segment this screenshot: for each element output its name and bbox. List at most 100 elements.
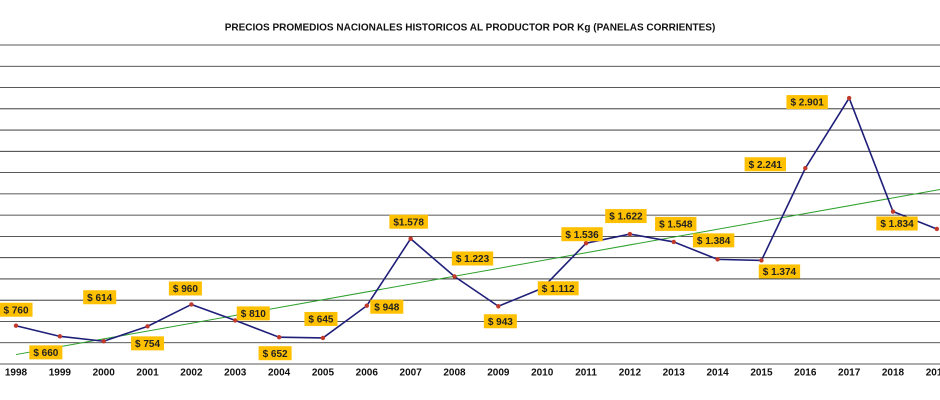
data-label-text: $ 810 [241, 309, 266, 320]
data-label-text: $ 614 [87, 293, 112, 304]
x-tick-label: 2015 [750, 368, 773, 379]
x-tick-label: 2005 [312, 368, 335, 379]
data-point [452, 274, 457, 279]
data-point [496, 304, 501, 309]
data-label-text: $1.578 [393, 217, 424, 228]
data-label-box [131, 336, 165, 351]
x-tick-label: 1998 [5, 368, 28, 379]
data-point [934, 226, 940, 232]
x-tick-label: 2007 [400, 368, 423, 379]
data-label: $ 1.834 [876, 216, 918, 231]
data-label: $ 1.112 [537, 281, 579, 296]
data-label-text: $ 660 [33, 348, 58, 359]
data-label: $ 1.384 [692, 233, 735, 248]
data-point [627, 231, 633, 237]
data-label-text: $ 960 [173, 284, 198, 295]
data-point [759, 258, 764, 263]
data-label: $ 810 [236, 306, 270, 321]
data-label: $ 645 [304, 311, 338, 326]
data-label-text: $ 1.374 [763, 267, 797, 278]
price-line [15, 96, 938, 343]
data-label-box [451, 251, 494, 266]
data-label-box [561, 227, 603, 242]
data-label-box [389, 214, 428, 229]
data-label: $ 1.622 [605, 209, 647, 224]
data-label-text: $ 943 [488, 317, 513, 328]
data-label-box [370, 299, 404, 314]
x-tick-label: 2008 [443, 368, 466, 379]
x-tick-label: 2013 [663, 368, 686, 379]
data-point [320, 335, 326, 341]
data-label-text: $ 652 [263, 349, 288, 360]
data-label: $ 760 [0, 302, 33, 317]
data-label-box [483, 314, 517, 329]
data-label: $ 614 [83, 290, 117, 305]
x-tick-label: 2002 [180, 368, 203, 379]
data-label: $ 948 [370, 299, 404, 314]
data-point [145, 324, 150, 329]
data-point [364, 303, 369, 308]
data-point [189, 302, 194, 307]
x-tick-label: 2004 [268, 368, 291, 379]
data-label-text: $ 1.384 [697, 236, 731, 247]
data-point [890, 209, 896, 214]
x-tick-label: 2019 [926, 368, 940, 379]
data-point [671, 239, 676, 245]
x-tick-label: 2014 [706, 368, 729, 379]
data-label-text: $ 1.548 [659, 220, 693, 231]
data-label-box [83, 290, 117, 305]
data-label-text: $ 760 [3, 305, 28, 316]
data-label: $ 943 [483, 314, 517, 329]
data-label-box [236, 306, 270, 321]
data-label: $ 660 [29, 345, 63, 360]
x-tick-label: 2018 [882, 368, 905, 379]
data-label: $1.578 [389, 214, 428, 229]
data-label-text: $ 1.536 [565, 230, 599, 241]
data-point [408, 236, 413, 241]
data-label: $ 960 [168, 281, 202, 296]
chart-title: PRECIOS PROMEDIOS NACIONALES HISTORICOS … [225, 23, 716, 34]
x-tick-label: 2009 [487, 368, 510, 379]
data-point [101, 339, 106, 344]
data-label-text: $ 2.901 [790, 98, 824, 109]
data-label-box [876, 216, 918, 231]
x-tick-label: 2001 [136, 368, 159, 379]
data-label-box [692, 233, 735, 248]
data-label-text: $ 1.223 [456, 254, 490, 265]
data-label-text: $ 645 [308, 315, 333, 326]
x-tick-label: 2006 [356, 368, 379, 379]
data-point [57, 334, 63, 339]
data-label-text: $ 2.241 [749, 160, 783, 171]
data-label-text: $ 1.112 [542, 284, 575, 295]
data-point [13, 323, 19, 328]
data-label-box [744, 157, 786, 172]
data-label-box [537, 281, 579, 296]
data-label-box [758, 264, 801, 279]
x-tick-label: 2016 [794, 368, 817, 379]
data-point [715, 257, 720, 262]
data-point [583, 241, 589, 246]
data-label: $ 652 [258, 346, 292, 361]
data-label: $ 1.374 [758, 264, 801, 279]
data-label-text: $ 1.834 [880, 219, 914, 230]
data-point [803, 166, 808, 171]
x-tick-label: 2000 [93, 368, 116, 379]
data-label-box [168, 281, 202, 296]
data-label-box [786, 95, 828, 110]
data-label-box [29, 345, 63, 360]
data-label-text: $ 1.622 [609, 212, 643, 223]
data-point [233, 318, 238, 323]
data-label: $ 2.901 [786, 95, 828, 110]
data-label: $ 2.241 [744, 157, 786, 172]
data-label: $ 754 [131, 336, 165, 351]
data-label-text: $ 754 [135, 339, 160, 350]
data-label-text: $ 948 [374, 302, 399, 313]
data-label-box [258, 346, 292, 361]
x-tick-label: 2011 [575, 368, 597, 379]
x-tick-label: 2017 [838, 368, 861, 379]
data-label-box [304, 311, 338, 326]
data-label: $ 1.536 [561, 227, 603, 242]
data-label-box [655, 216, 697, 231]
data-label-box [605, 209, 647, 224]
